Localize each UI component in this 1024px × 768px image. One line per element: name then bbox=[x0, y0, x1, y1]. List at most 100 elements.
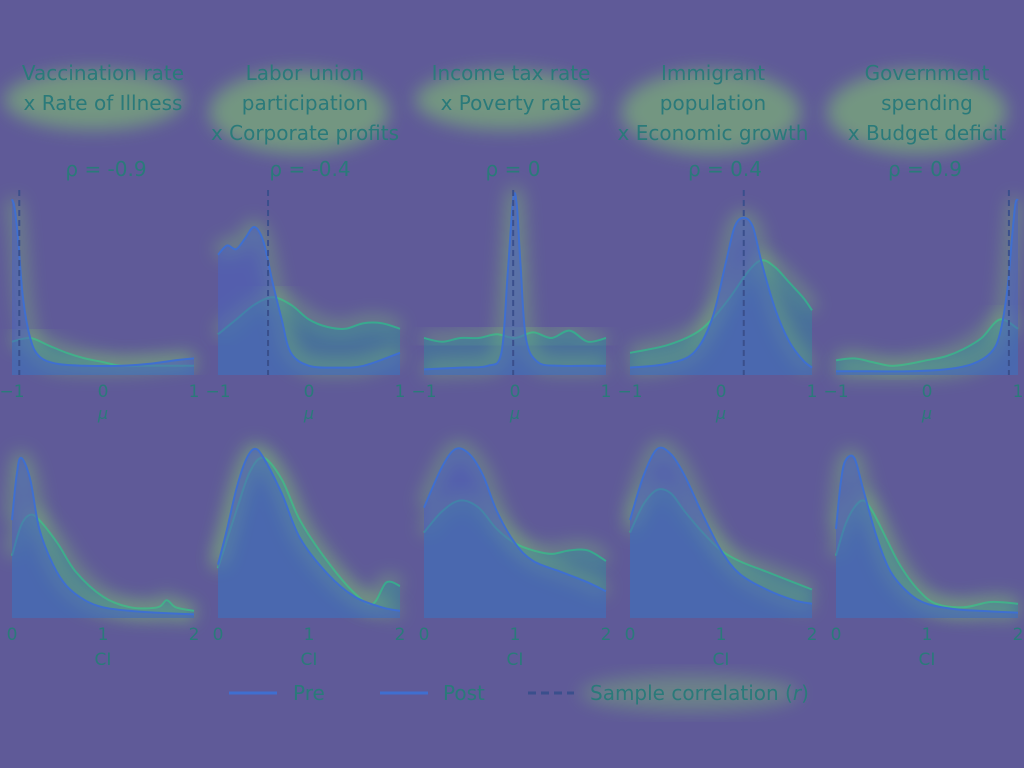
panels-layer: Vaccination rate x Rate of Illness ρ = -0.… bbox=[0, 61, 1024, 670]
mu-tick-label: 0 bbox=[304, 382, 315, 402]
title-glow bbox=[209, 70, 389, 154]
ci-axis-label: CI bbox=[713, 650, 730, 670]
mu-pre-line bbox=[836, 198, 1019, 373]
ci-tick-label: 1 bbox=[304, 625, 315, 645]
mu-pre-area bbox=[630, 217, 812, 375]
ci-pre-line bbox=[11, 456, 195, 616]
ci-axis-label: CI bbox=[95, 650, 112, 670]
ci-tick-label: 0 bbox=[625, 625, 636, 645]
panel-title-line: Vaccination rate bbox=[22, 61, 184, 85]
panel-title-line: Income tax rate bbox=[432, 61, 591, 85]
ci-tick-label: 2 bbox=[395, 625, 406, 645]
ci-pre-area bbox=[218, 448, 400, 618]
panel-1: Vaccination rate x Rate of Illness ρ = -0.… bbox=[0, 61, 199, 670]
mu-tick-label: 1 bbox=[1013, 382, 1024, 402]
mu-tick-label: −1 bbox=[411, 382, 436, 402]
ci-pre-area bbox=[836, 455, 1018, 618]
ci-pre-line bbox=[217, 447, 401, 612]
title-glow bbox=[621, 70, 801, 154]
mu-tick-label: 0 bbox=[922, 382, 933, 402]
legend: Pre Post Sample correlation (r) bbox=[229, 675, 809, 711]
panel-title-line: Labor union bbox=[246, 61, 365, 85]
mu-tick-label: 0 bbox=[510, 382, 521, 402]
ci-plot: 0 1 2 CI bbox=[211, 441, 406, 670]
mu-tick-label: −1 bbox=[0, 382, 25, 402]
panel-3: Income tax rate x Poverty rate ρ = 0 −1 0 1 μ 0… bbox=[411, 61, 611, 670]
panel-title-line: spending bbox=[881, 91, 973, 115]
ci-tick-label: 0 bbox=[7, 625, 18, 645]
ci-tick-label: 0 bbox=[419, 625, 430, 645]
ci-pre-line bbox=[629, 446, 813, 605]
ci-axis-label: CI bbox=[301, 650, 318, 670]
mu-plot: −1 0 1 μ bbox=[0, 190, 199, 423]
mu-tick-label: −1 bbox=[205, 382, 230, 402]
ci-pre-line bbox=[423, 447, 607, 593]
legend-correlation-label: Sample correlation (r) bbox=[590, 681, 809, 705]
panel-title-line: Government bbox=[865, 61, 990, 85]
ci-tick-label: 1 bbox=[922, 625, 933, 645]
panel-title-line: Immigrant bbox=[661, 61, 765, 85]
mu-pre-area bbox=[12, 199, 194, 375]
ci-pre-line bbox=[835, 454, 1019, 614]
mu-pre-line bbox=[629, 216, 813, 369]
mu-tick-label: 1 bbox=[189, 382, 200, 402]
panel-4: Immigrant population x Economic growth ρ = … bbox=[617, 61, 818, 670]
title-glow bbox=[4, 70, 184, 130]
legend-post-label: Post bbox=[443, 681, 485, 705]
ci-pre-area bbox=[424, 448, 606, 618]
mu-tick-label: 0 bbox=[98, 382, 109, 402]
mu-tick-label: −1 bbox=[617, 382, 642, 402]
mu-axis-label: μ bbox=[97, 404, 108, 423]
mu-axis-label: μ bbox=[921, 404, 932, 423]
ci-pre-area bbox=[12, 457, 194, 618]
ci-pre-area bbox=[630, 447, 812, 618]
rho-label: ρ = 0.9 bbox=[888, 157, 962, 181]
mu-axis-label: μ bbox=[303, 404, 314, 423]
ci-tick-label: 2 bbox=[601, 625, 612, 645]
mu-axis-label: μ bbox=[715, 404, 726, 423]
ci-axis-label: CI bbox=[507, 650, 524, 670]
panel-title-line: x Rate of Illness bbox=[24, 91, 183, 115]
rho-label: ρ = -0.9 bbox=[65, 157, 146, 181]
title-glow bbox=[827, 70, 1007, 154]
legend-pre-label: Pre bbox=[293, 681, 325, 705]
ci-plot: 0 1 2 CI bbox=[829, 448, 1024, 670]
mu-post-line bbox=[835, 318, 1019, 367]
rho-label: ρ = 0 bbox=[486, 157, 541, 181]
mu-tick-label: 0 bbox=[716, 382, 727, 402]
panel-title-line: x Budget deficit bbox=[848, 121, 1007, 145]
mu-pre-area bbox=[218, 226, 400, 375]
mu-tick-label: 1 bbox=[807, 382, 818, 402]
ci-tick-label: 2 bbox=[189, 625, 200, 645]
panel-title-line: x Poverty rate bbox=[441, 91, 582, 115]
rho-label: ρ = -0.4 bbox=[269, 157, 350, 181]
ci-tick-label: 1 bbox=[716, 625, 727, 645]
panel-5: Government spending x Budget deficit ρ = 0.… bbox=[823, 61, 1024, 670]
mu-tick-label: 1 bbox=[601, 382, 612, 402]
ci-tick-label: 0 bbox=[213, 625, 224, 645]
ci-plot: 0 1 2 CI bbox=[5, 450, 200, 670]
mu-plot: −1 0 1 μ bbox=[411, 186, 612, 423]
ci-tick-label: 1 bbox=[98, 625, 109, 645]
ci-axis-label: CI bbox=[919, 650, 936, 670]
mu-axis-label: μ bbox=[509, 404, 520, 423]
mu-pre-line bbox=[217, 226, 401, 369]
mu-plot: −1 0 1 μ bbox=[205, 190, 405, 423]
panel-title-line: population bbox=[660, 91, 766, 115]
panel-title-line: participation bbox=[242, 91, 368, 115]
mu-plot: −1 0 1 μ bbox=[823, 190, 1024, 423]
mu-tick-label: −1 bbox=[823, 382, 848, 402]
panel-title-line: x Economic growth bbox=[618, 121, 809, 145]
title-glow bbox=[415, 70, 595, 130]
ci-plot: 0 1 2 CI bbox=[623, 440, 817, 670]
panel-title-line: x Corporate profits bbox=[211, 121, 399, 145]
mu-pre-area bbox=[424, 193, 606, 375]
rho-label: ρ = 0.4 bbox=[688, 157, 762, 181]
ci-tick-label: 2 bbox=[1013, 625, 1024, 645]
mu-tick-label: 1 bbox=[395, 382, 406, 402]
ci-tick-label: 0 bbox=[831, 625, 842, 645]
ci-plot: 0 1 2 CI bbox=[417, 441, 612, 670]
mu-pre-line bbox=[423, 192, 606, 371]
mu-pre-area bbox=[836, 199, 1018, 375]
